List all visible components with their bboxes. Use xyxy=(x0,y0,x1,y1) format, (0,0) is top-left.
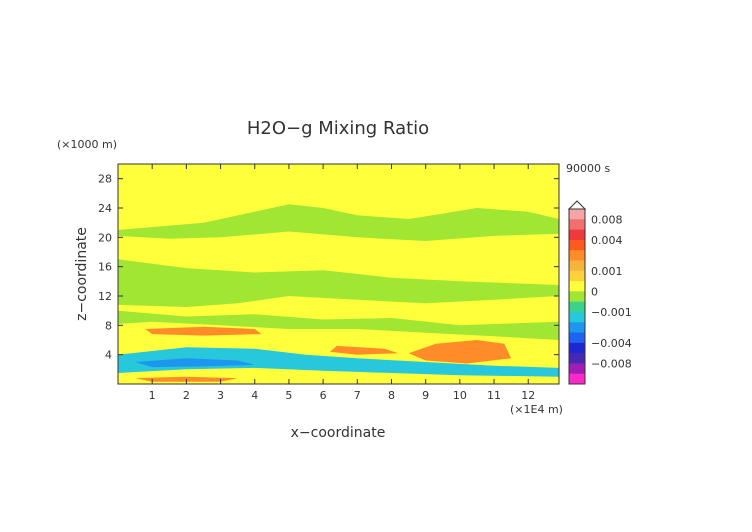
x-tick-label: 3 xyxy=(217,389,224,402)
chart-title: H2O−g Mixing Ratio xyxy=(247,118,429,139)
x-ticks: 1 2 3 4 5 6 7 8 9 10 11 12 xyxy=(149,164,535,402)
colorbar-swatch xyxy=(569,311,585,323)
x-tick-label: 1 xyxy=(149,389,156,402)
region-orange-left-strip xyxy=(330,345,399,355)
colorbar-swatch xyxy=(569,291,585,303)
plot-area xyxy=(118,164,559,384)
colorbar-swatch xyxy=(569,270,585,282)
colorbar-swatch xyxy=(569,281,585,292)
plot-frame xyxy=(117,163,560,385)
x-tick-label: 7 xyxy=(354,389,361,402)
colorbar-swatch xyxy=(569,363,585,375)
region-orange-right xyxy=(408,340,512,364)
y-tick-label: 24 xyxy=(98,202,112,215)
colorbar-swatch xyxy=(569,342,585,354)
colorbar-swatch xyxy=(569,219,585,231)
x-tick-label: 11 xyxy=(487,389,501,402)
y-tick-label: 16 xyxy=(98,261,112,274)
y-tick-label: 4 xyxy=(105,349,112,362)
colorbar-swatch xyxy=(569,322,585,334)
region-yellow-floor xyxy=(118,373,559,384)
y-tick-label: 28 xyxy=(98,173,112,186)
colorbar-swatch xyxy=(569,373,585,385)
region-green-band-lower xyxy=(118,310,559,340)
y-unit-label: (×1000 m) xyxy=(57,138,117,151)
colorbar-label: 0 xyxy=(591,285,598,298)
colorbar-swatch xyxy=(569,229,585,241)
colorbar-swatch xyxy=(569,239,585,251)
region-cyan-low xyxy=(118,347,559,377)
colorbar-label: −0.004 xyxy=(591,337,632,350)
colorbar-label: 0.001 xyxy=(591,265,623,278)
colorbar-swatch xyxy=(569,353,585,364)
region-green-band-upper xyxy=(118,204,559,241)
x-tick-label: 8 xyxy=(388,389,395,402)
x-unit-label: (×1E4 m) xyxy=(510,403,563,416)
colorbar-swatch xyxy=(569,250,585,261)
colorbar-swatch xyxy=(569,332,585,344)
colorbar-label: −0.008 xyxy=(591,357,632,370)
colorbar-label: −0.001 xyxy=(591,306,632,319)
colorbar: 0.008 0.004 0.001 0 −0.001 −0.004 −0.008 xyxy=(567,200,632,385)
region-green-band-mid xyxy=(118,259,559,307)
x-axis-label: x−coordinate xyxy=(291,425,386,441)
x-tick-label: 12 xyxy=(521,389,535,402)
x-tick-label: 2 xyxy=(183,389,190,402)
colorbar-overflow-arrow xyxy=(567,200,587,210)
colorbar-label: 0.008 xyxy=(591,213,623,226)
x-tick-label: 10 xyxy=(453,389,467,402)
y-tick-label: 20 xyxy=(98,231,112,244)
x-tick-label: 4 xyxy=(251,389,258,402)
colorbar-swatch xyxy=(569,260,585,272)
x-tick-label: 6 xyxy=(320,389,327,402)
colorbar-swatch xyxy=(569,209,585,220)
y-axis-label: z−coordinate xyxy=(74,227,90,321)
y-tick-label: 8 xyxy=(105,319,112,332)
region-orange-mid xyxy=(145,326,262,336)
x-tick-label: 5 xyxy=(285,389,292,402)
colorbar-swatch xyxy=(569,301,585,313)
region-blue-low xyxy=(135,358,255,368)
y-ticks: 4 8 12 16 20 24 28 xyxy=(98,173,559,362)
colorbar-label: 0.004 xyxy=(591,234,623,247)
time-label: 90000 s xyxy=(566,162,610,175)
y-tick-label: 12 xyxy=(98,290,112,303)
x-tick-label: 9 xyxy=(422,389,429,402)
